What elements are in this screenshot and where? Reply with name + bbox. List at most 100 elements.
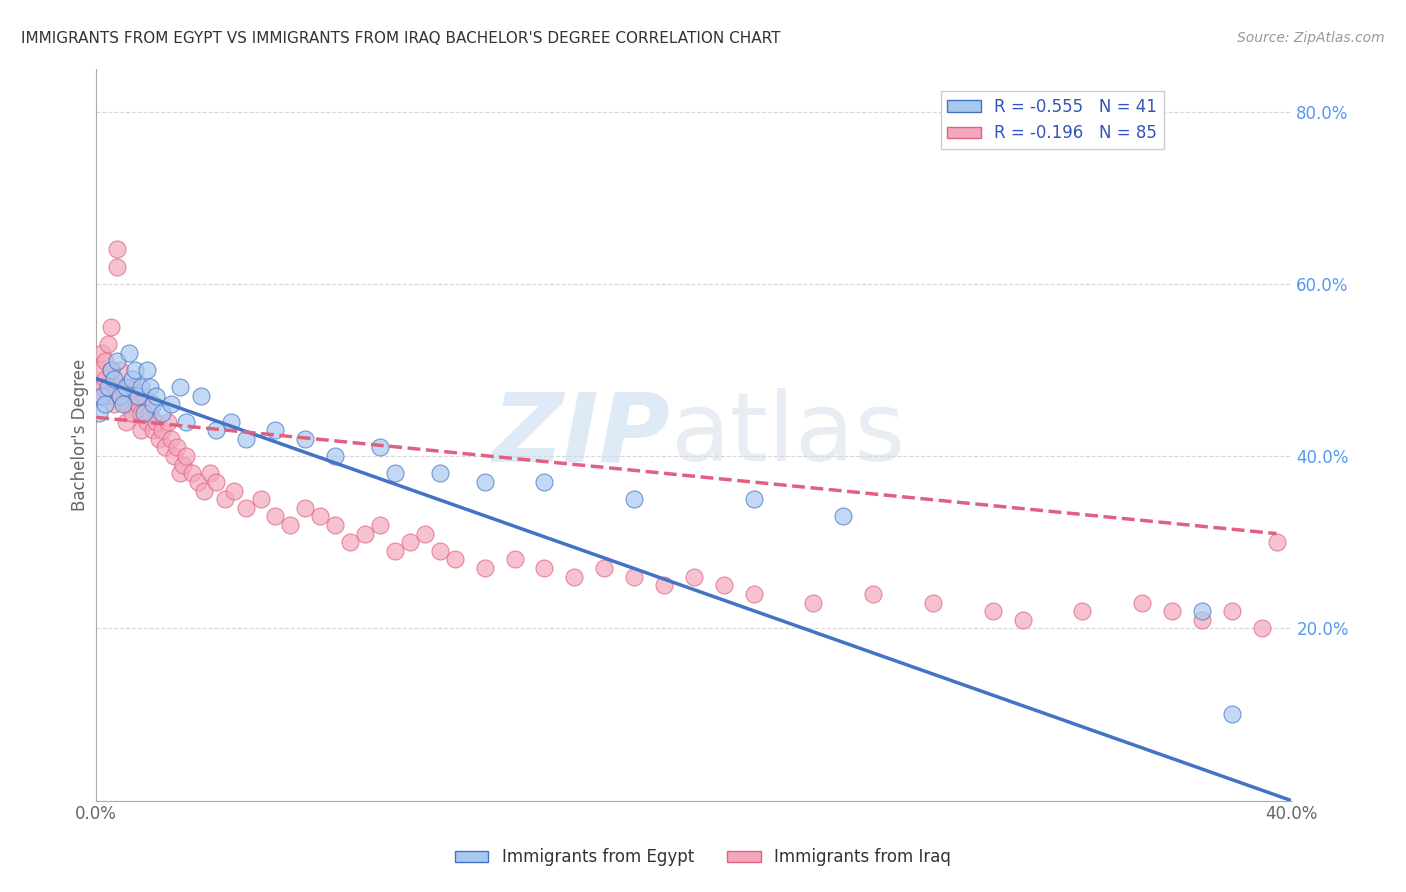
Point <box>1265 535 1288 549</box>
Point <box>132 389 155 403</box>
Point <box>97 380 120 394</box>
Point <box>132 406 155 420</box>
Point <box>129 406 152 420</box>
Text: IMMIGRANTS FROM EGYPT VS IMMIGRANTS FROM IRAQ BACHELOR'S DEGREE CORRELATION CHAR: IMMIGRANTS FROM EGYPT VS IMMIGRANTS FROM… <box>21 31 780 46</box>
Point <box>91 380 114 394</box>
Point <box>429 467 451 481</box>
Point <box>922 595 945 609</box>
Point <box>503 552 526 566</box>
Point <box>139 406 162 420</box>
Point <box>623 570 645 584</box>
Point <box>249 492 271 507</box>
Point <box>94 397 117 411</box>
Point <box>94 371 117 385</box>
Point <box>1250 621 1272 635</box>
Point <box>136 363 159 377</box>
Point <box>129 423 152 437</box>
Point <box>166 441 188 455</box>
Point <box>115 380 138 394</box>
Point <box>862 587 884 601</box>
Point <box>163 449 186 463</box>
Point <box>89 406 111 420</box>
Point <box>150 423 173 437</box>
Point <box>150 406 173 420</box>
Point <box>142 397 165 411</box>
Point <box>97 337 120 351</box>
Point <box>136 415 159 429</box>
Point <box>474 561 496 575</box>
Point <box>222 483 245 498</box>
Point <box>323 449 346 463</box>
Point <box>115 397 138 411</box>
Point <box>142 423 165 437</box>
Point <box>174 449 197 463</box>
Point <box>204 423 226 437</box>
Point <box>100 363 122 377</box>
Point <box>713 578 735 592</box>
Point <box>121 371 143 385</box>
Point <box>160 432 183 446</box>
Point <box>742 587 765 601</box>
Legend: R = -0.555   N = 41, R = -0.196   N = 85: R = -0.555 N = 41, R = -0.196 N = 85 <box>941 92 1164 149</box>
Point <box>89 389 111 403</box>
Point <box>108 363 131 377</box>
Point <box>1191 613 1213 627</box>
Point <box>118 345 141 359</box>
Point <box>94 354 117 368</box>
Point <box>180 467 202 481</box>
Point <box>160 397 183 411</box>
Point <box>91 389 114 403</box>
Point <box>97 389 120 403</box>
Point <box>323 518 346 533</box>
Point <box>115 415 138 429</box>
Point <box>105 260 128 274</box>
Point <box>264 509 287 524</box>
Point <box>112 380 135 394</box>
Point <box>384 467 406 481</box>
Point <box>108 389 131 403</box>
Point <box>981 604 1004 618</box>
Point <box>219 415 242 429</box>
Point <box>264 423 287 437</box>
Point <box>368 441 391 455</box>
Point <box>172 458 194 472</box>
Point <box>129 380 152 394</box>
Point <box>118 397 141 411</box>
Point <box>413 526 436 541</box>
Point <box>235 500 257 515</box>
Point <box>139 380 162 394</box>
Y-axis label: Bachelor's Degree: Bachelor's Degree <box>72 359 89 511</box>
Point <box>190 389 212 403</box>
Point <box>108 389 131 403</box>
Point <box>1071 604 1094 618</box>
Point <box>204 475 226 489</box>
Legend: Immigrants from Egypt, Immigrants from Iraq: Immigrants from Egypt, Immigrants from I… <box>449 842 957 873</box>
Point <box>169 467 191 481</box>
Point <box>1130 595 1153 609</box>
Point <box>89 363 111 377</box>
Point <box>91 345 114 359</box>
Point <box>121 380 143 394</box>
Point <box>832 509 855 524</box>
Text: Source: ZipAtlas.com: Source: ZipAtlas.com <box>1237 31 1385 45</box>
Point <box>105 243 128 257</box>
Point <box>103 380 125 394</box>
Point <box>443 552 465 566</box>
Point <box>103 371 125 385</box>
Point <box>682 570 704 584</box>
Point <box>294 432 316 446</box>
Point <box>623 492 645 507</box>
Point <box>1011 613 1033 627</box>
Point <box>103 397 125 411</box>
Point <box>562 570 585 584</box>
Point <box>652 578 675 592</box>
Point <box>127 397 149 411</box>
Point <box>156 415 179 429</box>
Text: ZIP: ZIP <box>492 388 669 481</box>
Point <box>153 441 176 455</box>
Point <box>174 415 197 429</box>
Point <box>214 492 236 507</box>
Point <box>235 432 257 446</box>
Point <box>429 544 451 558</box>
Point <box>474 475 496 489</box>
